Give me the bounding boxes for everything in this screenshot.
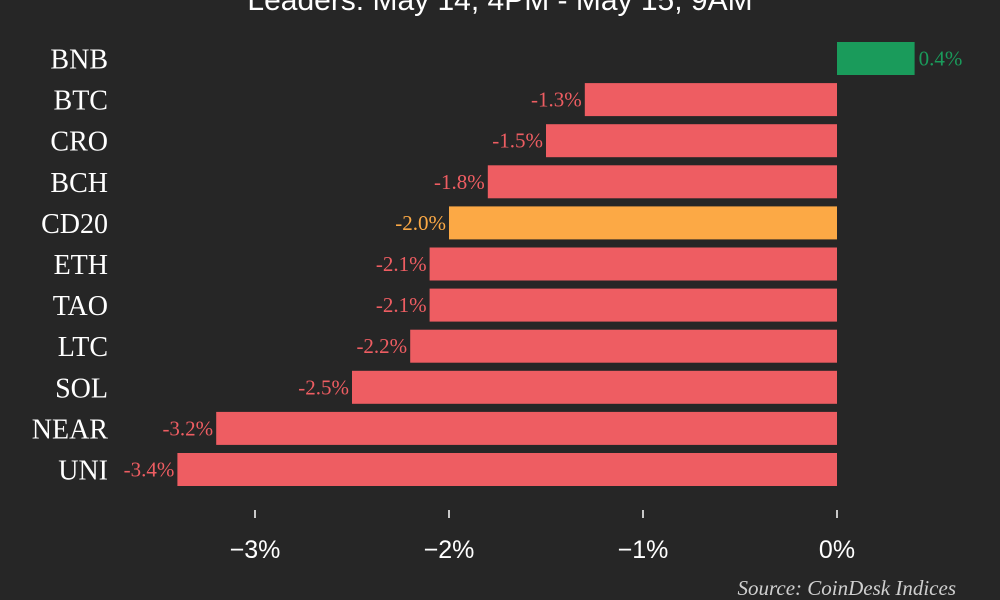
bar-eth [429,247,837,281]
x-tick-label: 0% [819,536,855,564]
category-label-near: NEAR [32,414,109,445]
category-label-sol: SOL [55,373,108,404]
category-label-bch: BCH [50,168,108,199]
x-tick-label: −2% [424,536,475,564]
bar-cro [546,124,837,158]
bar-cd20 [449,206,837,240]
bar-bnb [837,42,915,75]
bar-near [216,411,837,445]
category-label-cd20: CD20 [41,209,108,240]
value-label-ltc: -2.2% [356,334,407,358]
value-label-near: -3.2% [162,416,213,440]
bar-btc [584,83,837,117]
bar-uni [177,453,837,486]
bar-sol [352,370,837,404]
x-axis: −3% −2% −1% 0% [230,510,855,564]
bar-bch [487,165,837,199]
value-label-sol: -2.5% [298,375,349,399]
value-label-tao: -2.1% [376,293,427,317]
source-note: Source: CoinDesk Indices [737,576,957,600]
value-label-bch: -1.8% [434,170,485,194]
category-label-eth: ETH [54,250,108,281]
value-label-uni: -3.4% [124,458,175,482]
category-label-ltc: LTC [58,332,108,363]
value-label-eth: -2.1% [376,252,427,276]
value-label-cro: -1.5% [492,129,543,153]
x-tick-label: −3% [230,536,281,564]
value-label-bnb: 0.4% [919,47,963,71]
category-label-btc: BTC [54,86,108,117]
bar-tao [429,288,837,322]
x-tick-label: −1% [618,536,669,564]
category-label-bnb: BNB [50,45,108,76]
category-label-uni: UNI [58,456,108,487]
category-label-tao: TAO [53,291,108,322]
bars-group [177,42,915,486]
bar-ltc [410,329,837,363]
chart-title: Leaders: May 14, 4PM - May 15, 9AM [247,0,753,17]
value-label-cd20: -2.0% [395,211,446,235]
category-label-cro: CRO [50,127,108,158]
value-label-btc: -1.3% [531,88,582,112]
labels-group: BNB 0.4% BTC -1.3% CRO -1.5% BCH -1.8% CD20 -2.0%… [32,45,963,487]
